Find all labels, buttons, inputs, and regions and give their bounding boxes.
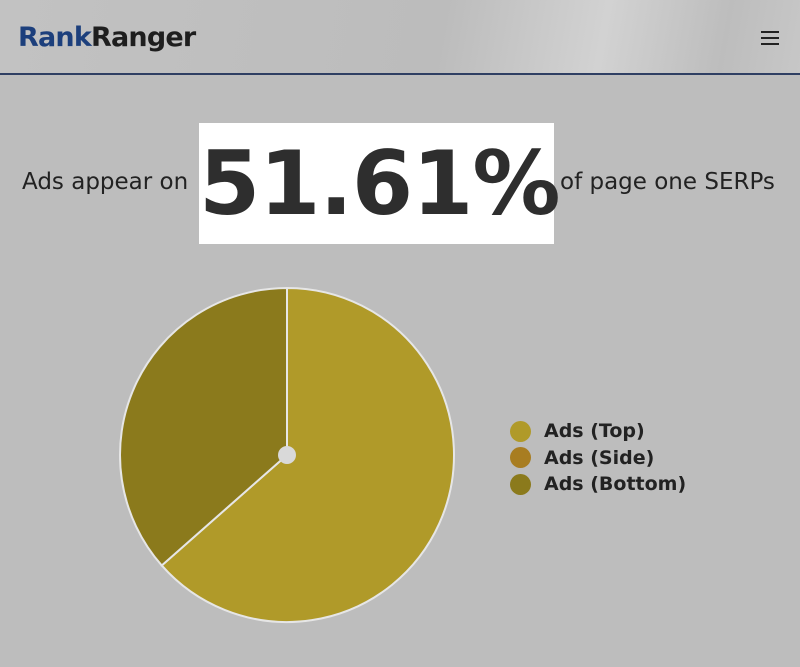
rankranger-logo[interactable]: RankRanger [18,22,196,54]
legend-swatch [510,447,531,469]
pie-slices [119,286,455,623]
menu-bar [761,37,779,39]
pie-center-dot [278,446,296,464]
legend-swatch [510,473,531,495]
logo-text-rank: Rank [18,22,92,53]
stat-percentage: 51.61% [199,132,561,235]
hamburger-menu-icon[interactable] [757,27,783,49]
legend-item[interactable]: Ads (Side) [510,445,686,472]
logo-text-ranger: Ranger [91,22,196,53]
chart-legend: Ads (Top) Ads (Side) Ads (Bottom) [510,418,686,498]
pie-slice-ads-bottom[interactable] [119,286,288,567]
headline-suffix: of page one SERPs [560,169,775,195]
headline-prefix: Ads appear on [22,169,189,195]
pie-slice-ads-top[interactable] [160,286,455,623]
legend-label: Ads (Side) [544,446,655,469]
legend-item[interactable]: Ads (Top) [510,418,686,445]
stat-box: 51.61% [199,123,561,244]
legend-label: Ads (Bottom) [544,473,687,496]
menu-bar [761,31,779,33]
legend-item[interactable]: Ads (Bottom) [510,471,686,498]
site-header: RankRanger [0,0,800,75]
legend-swatch [510,420,531,442]
legend-label: Ads (Top) [544,420,645,443]
menu-bar [761,43,779,45]
